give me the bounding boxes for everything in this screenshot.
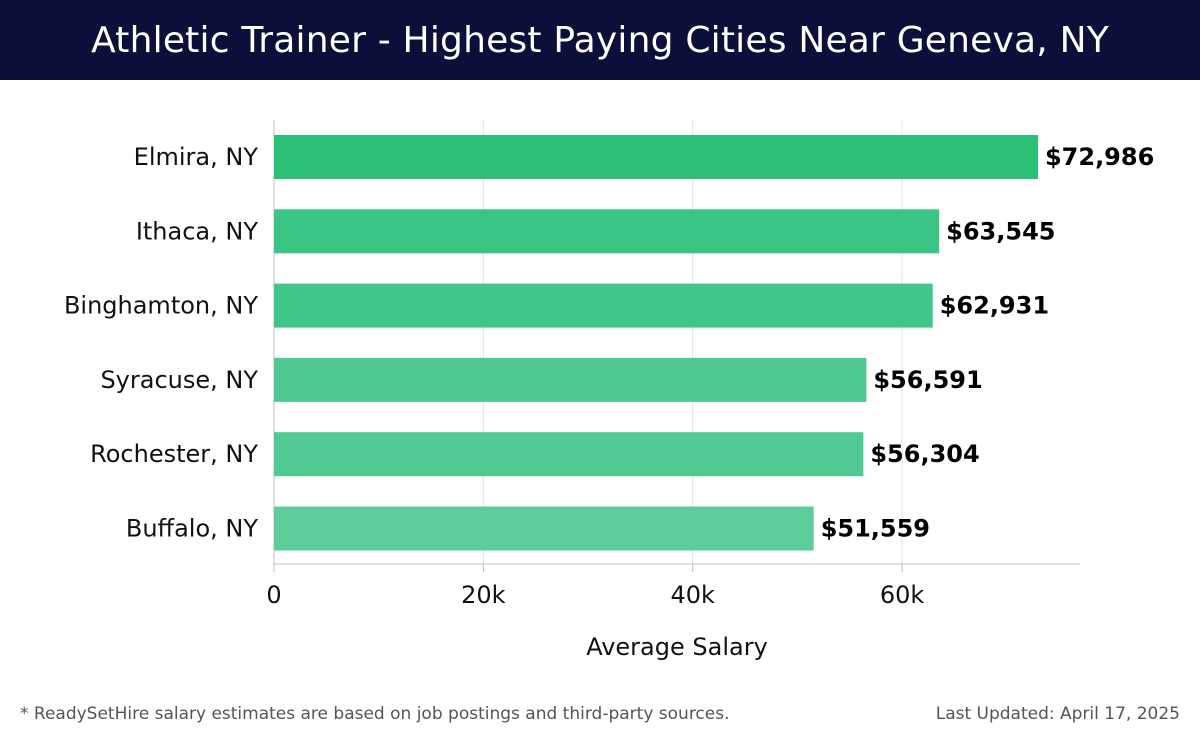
x-axis-title: Average Salary — [586, 633, 768, 661]
bar — [274, 506, 814, 551]
x-tick-label: 0 — [266, 581, 281, 609]
bar — [274, 135, 1038, 179]
category-label: Binghamton, NY — [64, 292, 258, 320]
data-label: $72,986 — [1045, 143, 1154, 171]
category-label: Buffalo, NY — [126, 515, 258, 543]
x-tick-label: 40k — [670, 581, 715, 609]
data-label: $63,545 — [946, 217, 1055, 245]
data-label: $56,304 — [870, 440, 979, 468]
chart-title: Athletic Trainer - Highest Paying Cities… — [91, 19, 1109, 61]
category-label: Elmira, NY — [134, 143, 259, 171]
data-label: $62,931 — [940, 292, 1049, 320]
category-label: Syracuse, NY — [100, 366, 258, 394]
data-label: $51,559 — [821, 515, 930, 543]
bar — [274, 209, 940, 254]
bar — [274, 357, 867, 402]
bar — [274, 283, 933, 328]
last-updated: Last Updated: April 17, 2025 — [935, 704, 1180, 724]
chart-header: Athletic Trainer - Highest Paying Cities… — [0, 0, 1200, 80]
x-tick-label: 60k — [880, 581, 925, 609]
bar — [274, 432, 864, 477]
footnote: * ReadySetHire salary estimates are base… — [20, 704, 730, 724]
category-label: Ithaca, NY — [136, 217, 259, 245]
data-label: $56,591 — [873, 366, 982, 394]
bar-chart: 0 20k 40k 60k Average Salary Elmira, NY $72,98… — [64, 120, 1154, 661]
x-tick-label: 20k — [461, 581, 506, 609]
category-label: Rochester, NY — [90, 440, 258, 468]
